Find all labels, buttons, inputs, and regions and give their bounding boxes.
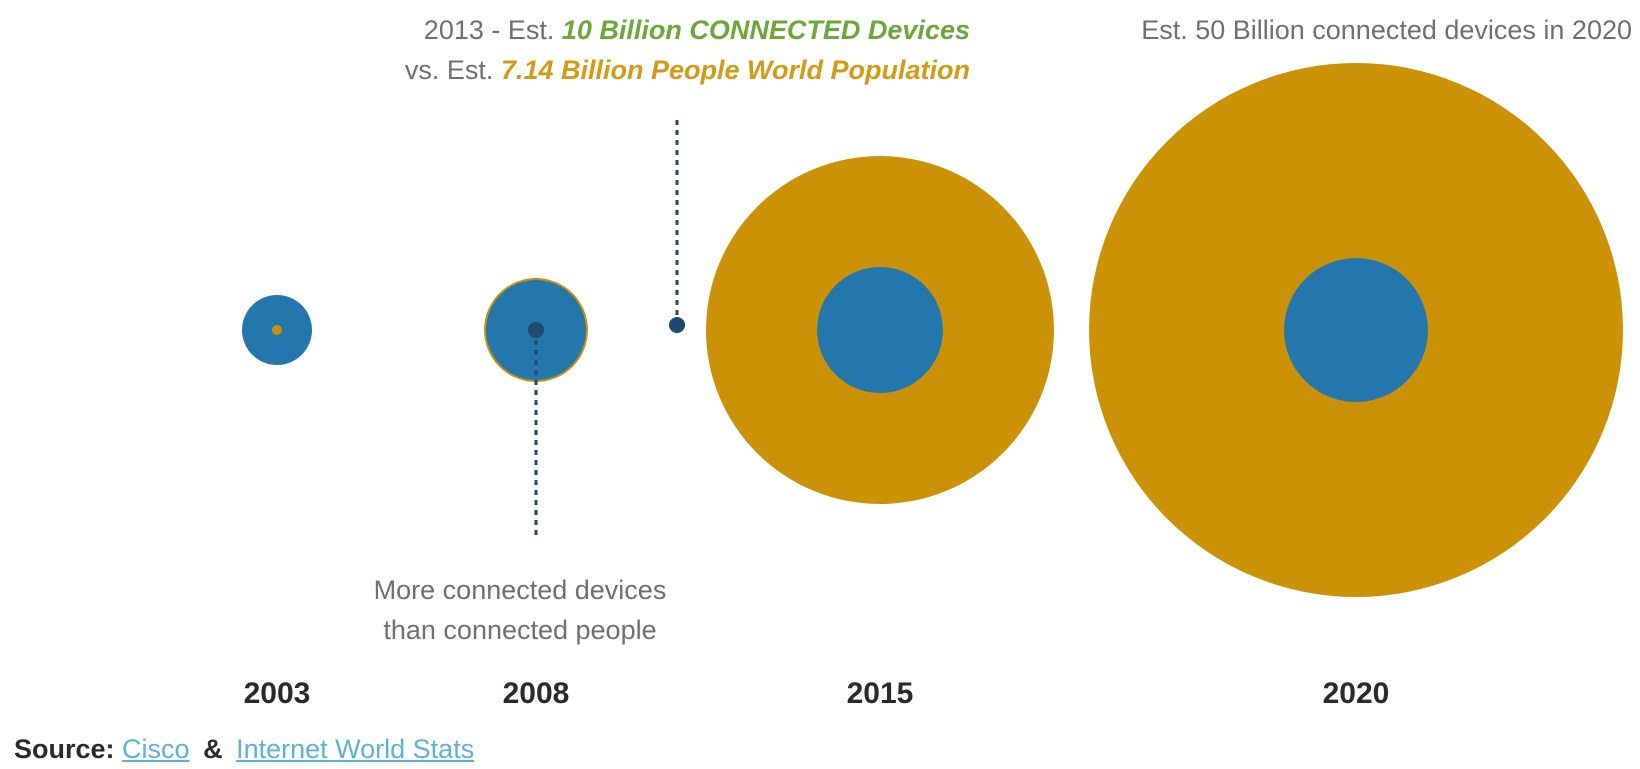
annotation-2013-line1: 2013 - Est. 10 Billion CONNECTED Devices: [300, 10, 970, 50]
source-link-internet-world-stats[interactable]: Internet World Stats: [236, 734, 475, 764]
source-label: Source:: [14, 734, 115, 764]
source-line: Source: Cisco & Internet World Stats: [14, 733, 474, 765]
bubble-inner-2015: [817, 267, 943, 393]
annotation-2013: 2013 - Est. 10 Billion CONNECTED Devices…: [300, 10, 970, 90]
annotation-population-highlight: 7.14 Billion People World Population: [500, 55, 970, 85]
annotation-2013-line2: vs. Est. 7.14 Billion People World Popul…: [300, 50, 970, 90]
annotation-2020: Est. 50 Billion connected devices in 202…: [1141, 15, 1632, 45]
annotation-2008-line1: More connected devices: [373, 575, 667, 605]
annotation-2013-prefix-2: vs. Est.: [404, 55, 501, 85]
bubble-inner-2020: [1284, 258, 1428, 402]
annotation-devices-highlight: 10 Billion CONNECTED Devices: [561, 15, 970, 45]
source-ampersand: &: [203, 734, 223, 764]
year-label-2008: 2008: [503, 677, 570, 710]
annotation-2013-prefix-1: 2013 - Est.: [423, 15, 562, 45]
year-label-2015: 2015: [847, 677, 914, 710]
marker-dot-2008: [528, 322, 544, 338]
marker-dot-2013: [669, 317, 685, 333]
source-link-cisco[interactable]: Cisco: [122, 734, 190, 764]
bubble-inner-2003: [272, 325, 282, 335]
annotation-2008-line2: than connected people: [383, 615, 657, 645]
year-label-2003: 2003: [244, 677, 311, 710]
annotation-2008: More connected devices than connected pe…: [330, 570, 710, 650]
year-label-2020: 2020: [1323, 677, 1390, 710]
